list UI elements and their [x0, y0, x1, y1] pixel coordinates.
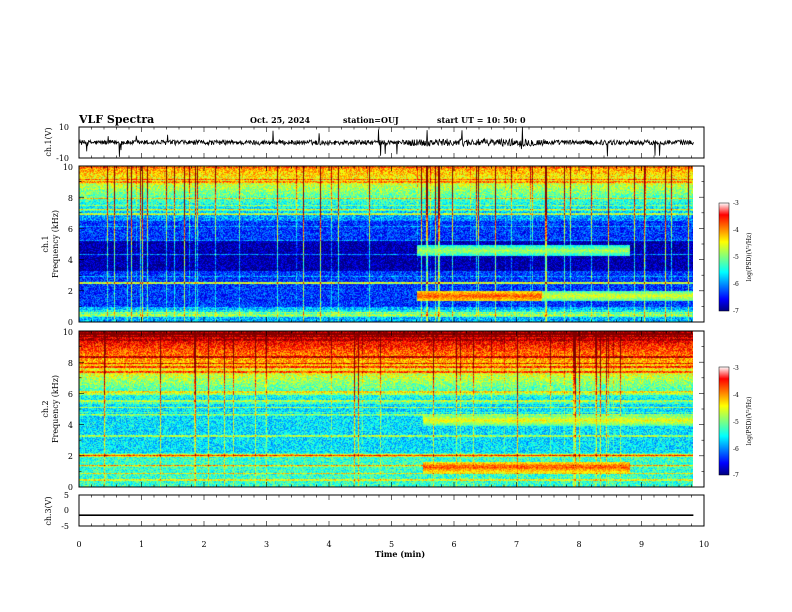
ch2-spectrogram-ticks — [78, 330, 705, 488]
ch1-ytick-bottom: -10 — [56, 154, 69, 163]
ch2-freq-tick: 6 — [68, 390, 73, 399]
ch1-freq-tick: 2 — [68, 287, 73, 296]
ch2-freq-tick: 4 — [68, 421, 73, 430]
time-axis-label: Time (min) — [375, 549, 425, 559]
ch2-spectrogram-panel: 0 2 4 6 8 10 ch.2 Frequency (kHz) — [41, 328, 705, 492]
ch1-spectrogram-yticks: 0 2 4 6 8 10 — [63, 163, 73, 327]
ch1-spectrogram-ticks — [78, 165, 705, 323]
date-label: Oct. 25, 2024 — [250, 115, 311, 125]
ch1-freq-tick: 10 — [63, 163, 73, 172]
ch2-freq-tick: 10 — [63, 328, 73, 337]
ch1-waveform-line — [79, 127, 694, 157]
ch3-ytick: -5 — [61, 522, 69, 531]
ch2-colorbar-tick: -7 — [733, 472, 739, 479]
ch1-colorbar-tick: -4 — [733, 227, 739, 234]
ch2-freq-tick: 0 — [68, 483, 73, 492]
ch1-waveform-panel: 10 -10 ch.1(V) — [44, 123, 705, 163]
ch3-ytick: 5 — [64, 491, 69, 500]
ch2-colorbar-tick: -4 — [733, 392, 739, 399]
ch2-freq-tick: 2 — [68, 452, 73, 461]
ch2-colorbar-label: log(PSD)(V²/Hz) — [746, 397, 753, 446]
time-tick-label: 2 — [201, 540, 206, 549]
time-tick-label: 7 — [514, 540, 519, 549]
ch2-freq-tick: 8 — [68, 359, 73, 368]
ch1-colorbar-tick: -5 — [733, 254, 739, 261]
time-tick-label: 8 — [576, 540, 581, 549]
ch3-waveform-ticks — [78, 495, 705, 526]
time-tick-label: 10 — [699, 540, 709, 549]
ch1-freq-tick: 6 — [68, 225, 73, 234]
ch2-colorbar-tick: -6 — [733, 446, 739, 453]
ch1-ylabel: ch.1(V) — [44, 127, 53, 156]
figure-title: VLF Spectra — [78, 113, 154, 126]
time-tick-label: 1 — [139, 540, 144, 549]
ch1-colorbar-gradient — [718, 202, 730, 312]
ch1-colorbar-label: log(PSD)(V²/Hz) — [746, 233, 753, 282]
start-time-label: start UT = 10: 50: 0 — [437, 115, 526, 125]
time-tick-label: 9 — [639, 540, 644, 549]
ch2-spectrogram-image — [79, 331, 693, 487]
ch3-waveform-panel: 5 0 -5 ch.3(V) 0 1 2 3 4 5 6 7 8 9 10 Time (min) — [44, 491, 709, 559]
ch2-spectrogram-ylabel: Frequency (kHz) — [51, 375, 60, 443]
ch3-ylabel: ch.3(V) — [44, 496, 53, 525]
ch1-spectrogram-image — [79, 166, 693, 322]
ch2-colorbar-gradient — [718, 366, 730, 476]
ch1-freq-tick: 8 — [68, 194, 73, 203]
ch1-colorbar-tick: -7 — [733, 308, 739, 315]
ch1-spectrogram-channel-label: ch.1 — [41, 235, 50, 252]
ch1-freq-tick: 0 — [68, 318, 73, 327]
time-tick-label: 5 — [389, 540, 394, 549]
time-axis-tick-labels: 0 1 2 3 4 5 6 7 8 9 10 — [76, 540, 709, 549]
ch2-spectrogram-yticks: 0 2 4 6 8 10 — [63, 328, 73, 492]
time-tick-label: 6 — [451, 540, 456, 549]
time-tick-label: 4 — [326, 540, 331, 549]
time-tick-label: 3 — [264, 540, 269, 549]
ch1-ytick-top: 10 — [59, 123, 69, 132]
ch1-spectrogram-ylabel: Frequency (kHz) — [51, 210, 60, 278]
ch2-colorbar-tick: -5 — [733, 419, 739, 426]
time-tick-label: 0 — [76, 540, 81, 549]
ch1-spectrogram-panel: 0 2 4 6 8 10 ch.1 Frequency (kHz) — [41, 163, 705, 327]
ch2-spectrogram-channel-label: ch.2 — [41, 400, 50, 417]
ch3-ytick: 0 — [64, 506, 69, 515]
ch1-colorbar-tick: -3 — [733, 200, 739, 207]
ch1-waveform-ticks — [78, 127, 705, 158]
station-label: station=OUJ — [343, 115, 399, 125]
ch1-freq-tick: 4 — [68, 256, 73, 265]
ch2-colorbar: -3 -4 -5 -6 -7 log(PSD)(V²/Hz) — [718, 365, 753, 479]
ch1-colorbar-tick: -6 — [733, 281, 739, 288]
ch2-colorbar-tick: -3 — [733, 365, 739, 372]
ch1-colorbar: -3 -4 -5 -6 -7 log(PSD)(V²/Hz) — [718, 200, 753, 315]
